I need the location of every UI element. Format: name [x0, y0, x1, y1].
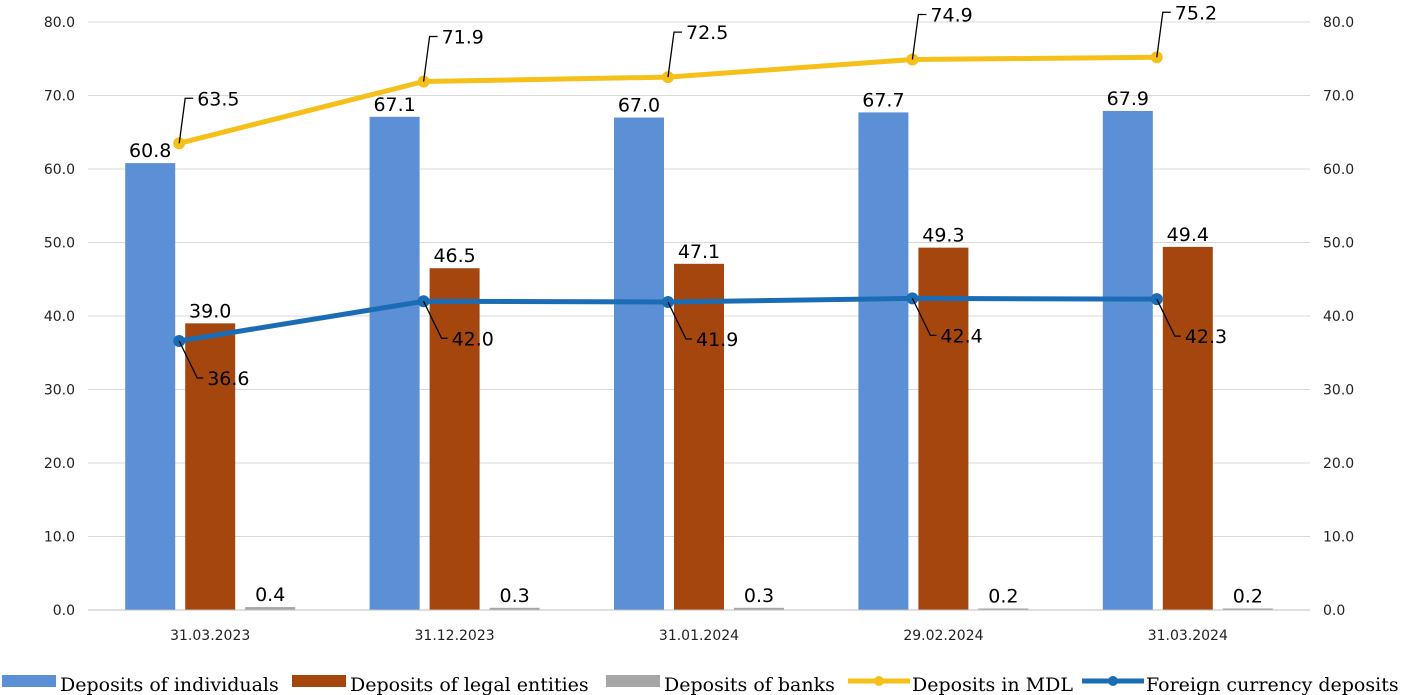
x-tick-label: 31.03.2024	[1148, 628, 1228, 644]
legend-label: Deposits of banks	[664, 674, 835, 695]
legend-label: Deposits in MDL	[912, 674, 1073, 695]
y-tick-label-left: 70.0	[44, 89, 75, 105]
leader-line	[667, 31, 682, 78]
y-tick-label-left: 80.0	[44, 15, 75, 31]
bar	[614, 117, 664, 611]
bar	[125, 163, 176, 610]
series-line	[178, 54, 1157, 146]
y-tick-label-left: 50.0	[44, 236, 75, 252]
bar-data-label: 0.4	[255, 584, 285, 606]
line-data-label: 42.0	[452, 328, 494, 350]
line-data-label: 42.3	[1185, 326, 1227, 348]
x-tick-label: 31.12.2023	[415, 628, 495, 644]
bar-data-label: 47.1	[678, 241, 720, 263]
x-tick-label: 31.01.2024	[659, 628, 739, 644]
y-tick-label-right: 30.0	[1323, 383, 1354, 399]
legend-swatch	[606, 675, 660, 687]
bar	[918, 247, 969, 610]
y-axis-right: 0.0 10.0 20.0 30.0 40.0 50.0 60.0 70.0 80.0	[1323, 15, 1354, 619]
bar	[1222, 608, 1273, 610]
bar	[1102, 110, 1153, 610]
x-tick-label: 29.02.2024	[903, 628, 983, 644]
bar-data-label: 49.4	[1167, 224, 1209, 246]
bar	[858, 112, 909, 610]
y-tick-label-left: 30.0	[44, 383, 75, 399]
line-data-label: 72.5	[686, 22, 728, 44]
bar-data-label: 46.5	[433, 245, 475, 267]
leader-line	[911, 13, 927, 60]
bar-data-label: 49.3	[922, 225, 964, 247]
y-tick-label-left: 60.0	[44, 162, 75, 178]
line-data-label: 71.9	[442, 27, 484, 49]
leader-line	[178, 340, 204, 379]
y-tick-label-left: 40.0	[44, 309, 75, 325]
y-tick-label-left: 10.0	[44, 530, 75, 546]
y-tick-label-right: 50.0	[1323, 236, 1354, 252]
data-labels: 60.8 67.1 67.0 67.7 67.9 39.0 46.5 47.1 49.3 49.4…	[129, 2, 1263, 607]
line-data-label: 36.6	[207, 368, 249, 390]
bar-data-label: 67.0	[618, 95, 660, 117]
y-tick-label-right: 20.0	[1323, 456, 1354, 472]
bar-data-label: 0.3	[499, 585, 529, 607]
bar-data-label: 67.7	[862, 89, 904, 111]
legend-marker	[874, 676, 884, 686]
bar-data-label: 67.1	[373, 94, 415, 116]
bar	[674, 263, 724, 610]
leader-line	[1156, 298, 1181, 337]
y-tick-label-right: 0.0	[1323, 603, 1345, 619]
legend-swatch	[292, 675, 346, 687]
legend-marker	[1108, 676, 1118, 686]
line-data-label: 41.9	[696, 329, 738, 351]
line-data-label: 42.4	[940, 325, 982, 347]
y-tick-label-right: 40.0	[1323, 309, 1354, 325]
bar	[489, 607, 540, 610]
leader-line	[911, 298, 937, 337]
bar	[245, 607, 296, 610]
bar	[369, 116, 420, 610]
y-tick-label-right: 10.0	[1323, 530, 1354, 546]
bar-data-label: 0.2	[988, 586, 1018, 608]
legend-swatch	[2, 675, 56, 687]
bar-data-label: 60.8	[129, 140, 171, 162]
bar	[429, 268, 480, 610]
line-data-label: 75.2	[1175, 2, 1217, 24]
bar-data-label: 0.2	[1233, 586, 1263, 608]
leader-line	[667, 301, 692, 340]
leader-line	[1156, 11, 1171, 58]
line-data-label: 74.9	[930, 4, 972, 26]
y-tick-label-right: 80.0	[1323, 15, 1354, 31]
y-tick-label-right: 60.0	[1323, 162, 1354, 178]
y-axis-left: 0.0 10.0 20.0 30.0 40.0 50.0 60.0 70.0 80.0	[44, 15, 75, 619]
line-data-label: 63.5	[197, 88, 239, 110]
x-tick-label: 31.03.2023	[170, 628, 250, 644]
bar-data-label: 0.3	[744, 585, 774, 607]
legend: Deposits of individuals Deposits of legal…	[2, 674, 1399, 695]
legend-label: Foreign currency deposits	[1146, 674, 1399, 695]
bars	[125, 110, 1273, 611]
x-axis: 31.03.2023 31.12.2023 31.01.2024 29.02.2024…	[88, 609, 1310, 644]
bar-data-label: 67.9	[1107, 88, 1149, 110]
lines	[173, 11, 1181, 379]
leader-line	[178, 97, 194, 144]
leader-line	[422, 35, 438, 82]
bar-data-label: 39.0	[189, 300, 231, 322]
leader-line	[423, 301, 448, 339]
y-tick-label-right: 70.0	[1323, 89, 1354, 105]
bar	[1162, 246, 1213, 610]
bar	[734, 607, 784, 610]
legend-label: Deposits of legal entities	[350, 674, 589, 695]
y-tick-label-left: 0.0	[53, 603, 75, 619]
y-tick-label-left: 20.0	[44, 456, 75, 472]
bar	[978, 608, 1029, 610]
legend-label: Deposits of individuals	[60, 674, 279, 695]
bar	[185, 323, 236, 610]
